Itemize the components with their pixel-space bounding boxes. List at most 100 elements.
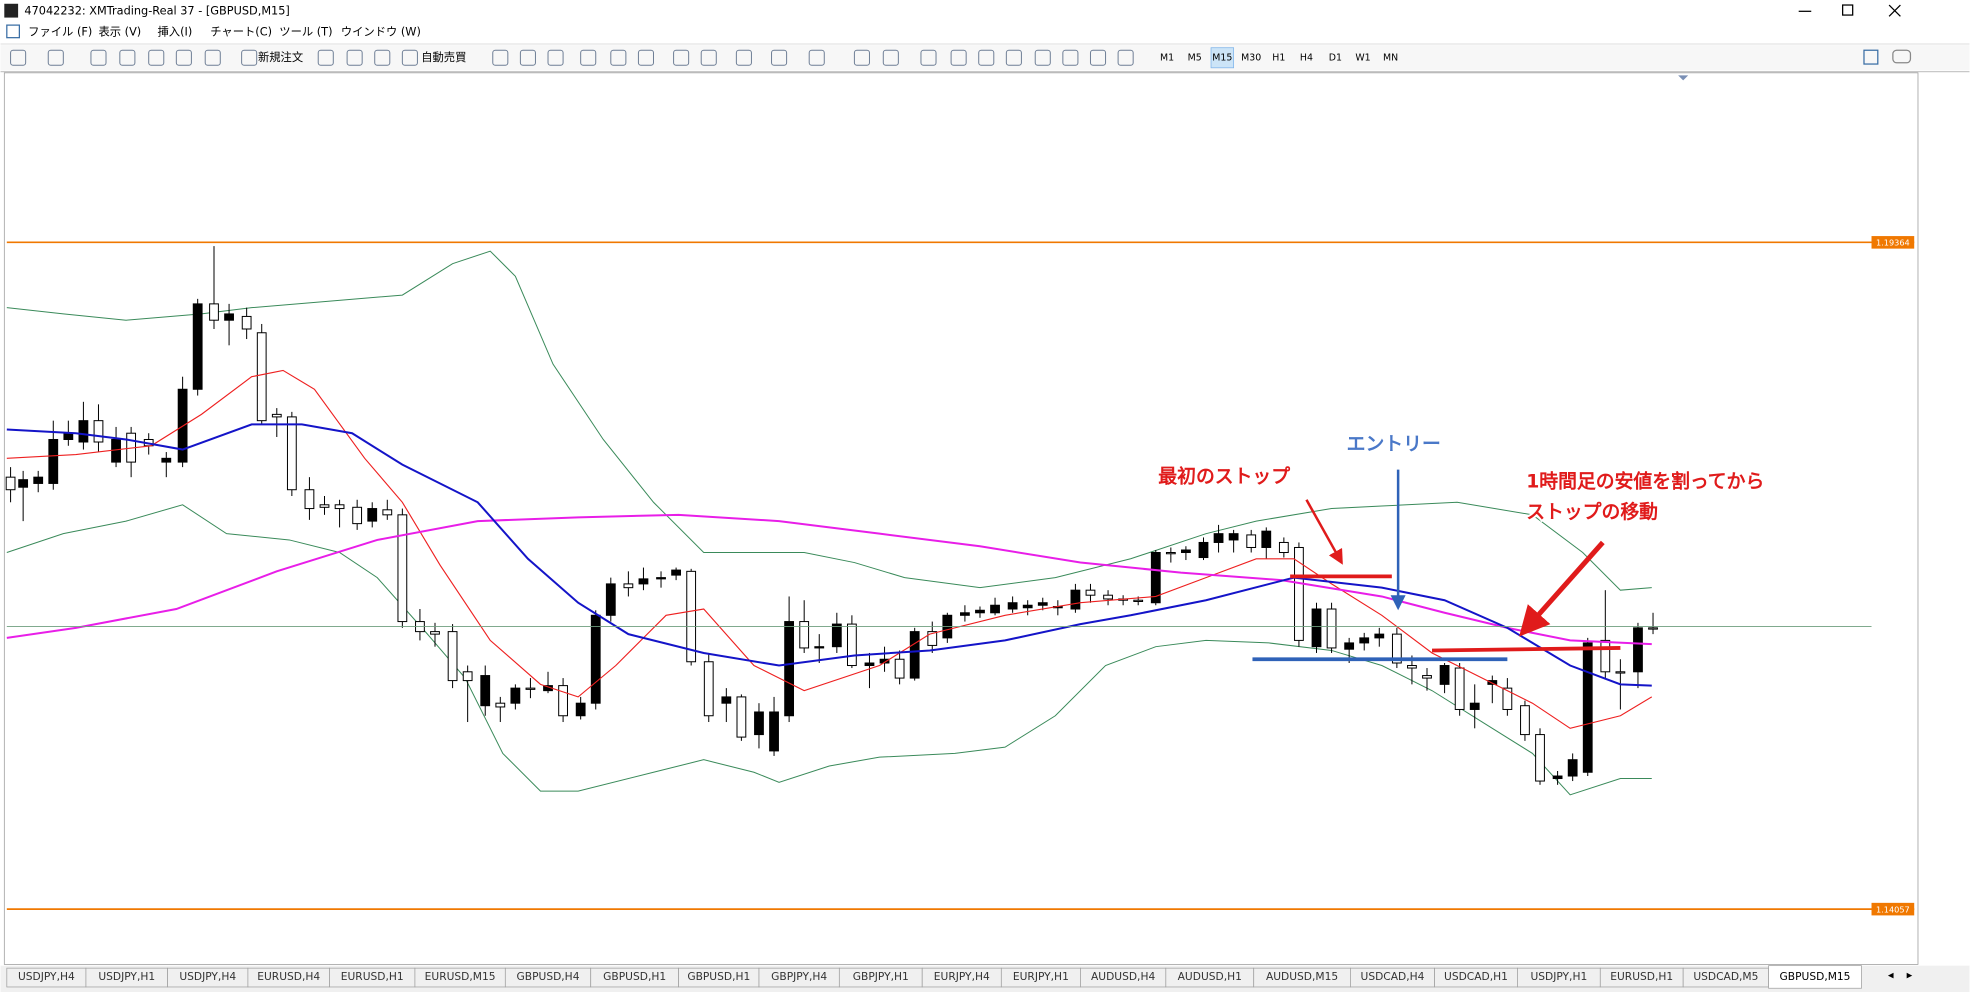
toolbar-button[interactable] (637, 49, 654, 66)
search-button[interactable] (1863, 49, 1879, 65)
toolbar-label[interactable]: 自動売買 (421, 50, 466, 64)
toolbar-button[interactable] (853, 49, 870, 66)
tab-label: AUDUSD,M15 (1266, 970, 1338, 983)
toolbar-button[interactable] (148, 49, 165, 66)
timeframe-button[interactable]: D1 (1329, 52, 1342, 63)
tab-label: USDJPY,H4 (18, 970, 75, 983)
chat-button[interactable] (1892, 49, 1912, 64)
toolbar-button[interactable] (978, 49, 995, 66)
timeframe-button[interactable]: M5 (1188, 52, 1202, 63)
tab-scroll-right[interactable]: ▸ (1907, 969, 1913, 982)
candle-body (1615, 671, 1626, 674)
toolbar-button[interactable] (492, 49, 509, 66)
candle-body (33, 476, 44, 484)
tab-label: GBPJPY,H4 (771, 970, 827, 983)
candle-body (927, 631, 938, 646)
menu-item[interactable]: ツール (T) (279, 26, 332, 39)
toolbar-button[interactable] (700, 49, 717, 66)
toolbar-button[interactable] (317, 49, 334, 66)
toolbar-button[interactable] (1005, 49, 1022, 66)
price-label-box (1871, 236, 1915, 249)
timeframe-button[interactable]: MN (1383, 52, 1398, 63)
toolbar-button[interactable] (673, 49, 690, 66)
candle-body (1344, 642, 1355, 650)
tab-label: USDJPY,H4 (179, 970, 236, 983)
menu-item[interactable]: チャート(C) (210, 26, 272, 39)
candle-body (784, 621, 795, 717)
candle-body (831, 623, 842, 648)
toolbar-button[interactable] (882, 49, 899, 66)
toolbar-label[interactable]: 新規注文 (258, 50, 303, 64)
candle-body (304, 489, 315, 510)
close-button[interactable] (1888, 4, 1901, 17)
annotation: ストップの移動 (1526, 500, 1658, 523)
moving-average (6, 423, 1652, 687)
arrow (1305, 499, 1343, 565)
candle-body (590, 614, 601, 704)
candle-body (352, 506, 363, 525)
tab-label: AUDUSD,H4 (1091, 970, 1155, 983)
timeframe-button[interactable]: H4 (1300, 52, 1313, 63)
candle-body (1567, 759, 1578, 777)
toolbar-button[interactable] (808, 49, 825, 66)
toolbar-button[interactable] (950, 49, 967, 66)
toolbar-button[interactable] (401, 49, 418, 66)
tab-scroll-left[interactable]: ◂ (1888, 969, 1894, 982)
candle-body (382, 509, 393, 516)
toolbar-button[interactable] (47, 49, 64, 66)
restore-button[interactable] (1842, 4, 1854, 16)
candle-body (703, 661, 714, 717)
toolbar-button[interactable] (241, 49, 258, 66)
toolbar-button[interactable] (1117, 49, 1134, 66)
toolbar-button[interactable] (547, 49, 564, 66)
timeframe-button[interactable]: M1 (1160, 52, 1174, 63)
toolbar-button[interactable] (610, 49, 627, 66)
toolbar-button[interactable] (10, 49, 27, 66)
candle-body (192, 303, 203, 390)
candle-body (78, 420, 89, 443)
toolbar-button[interactable] (90, 49, 107, 66)
toolbar-button[interactable] (204, 49, 221, 66)
chart-area[interactable] (3, 72, 1919, 965)
toolbar-button[interactable] (519, 49, 536, 66)
candle-body (846, 623, 857, 667)
candle-body (721, 696, 732, 704)
timeframe-button[interactable]: M15 (1212, 52, 1232, 63)
candle-body (286, 416, 297, 491)
tab-label: USDJPY,H1 (98, 970, 155, 983)
timeframe-button[interactable]: H1 (1272, 52, 1285, 63)
candle-body (1469, 702, 1480, 710)
toolbar-button[interactable] (346, 49, 363, 66)
candle-body (480, 675, 491, 707)
toolbar-button[interactable] (1062, 49, 1079, 66)
chart-plot (5, 246, 1658, 796)
candle-body (1535, 734, 1545, 782)
toolbar-button[interactable] (735, 49, 752, 66)
toolbar-button[interactable] (1034, 49, 1051, 66)
toolbar-button[interactable] (119, 49, 136, 66)
menu-item[interactable]: 挿入(I) (157, 25, 192, 39)
candle-body (1294, 546, 1304, 641)
menu-item[interactable]: 表示 (V) (98, 25, 141, 39)
toolbar-button[interactable] (1089, 49, 1107, 66)
candle-body (1600, 639, 1611, 673)
menu-item[interactable]: ファイル (F) (28, 26, 92, 39)
timeframe-button[interactable]: M30 (1241, 52, 1261, 63)
toolbar-button[interactable] (175, 49, 192, 66)
timeframe-button[interactable]: W1 (1355, 52, 1370, 63)
candle-body (1085, 589, 1096, 596)
toolbar-button[interactable] (771, 49, 788, 66)
candle-body (671, 569, 681, 576)
menu-item[interactable]: ウインドウ (W) (341, 26, 421, 39)
candle-body (1133, 599, 1144, 602)
tab-label: USDCAD,M5 (1693, 970, 1758, 983)
toolbar-button[interactable] (580, 49, 597, 66)
toolbar-button[interactable] (920, 49, 937, 66)
arrow (1519, 540, 1605, 637)
toolbar-button[interactable] (374, 49, 391, 66)
candle-body (495, 702, 506, 708)
tab-label: EURUSD,H1 (341, 970, 404, 983)
tab[interactable] (1768, 965, 1862, 989)
